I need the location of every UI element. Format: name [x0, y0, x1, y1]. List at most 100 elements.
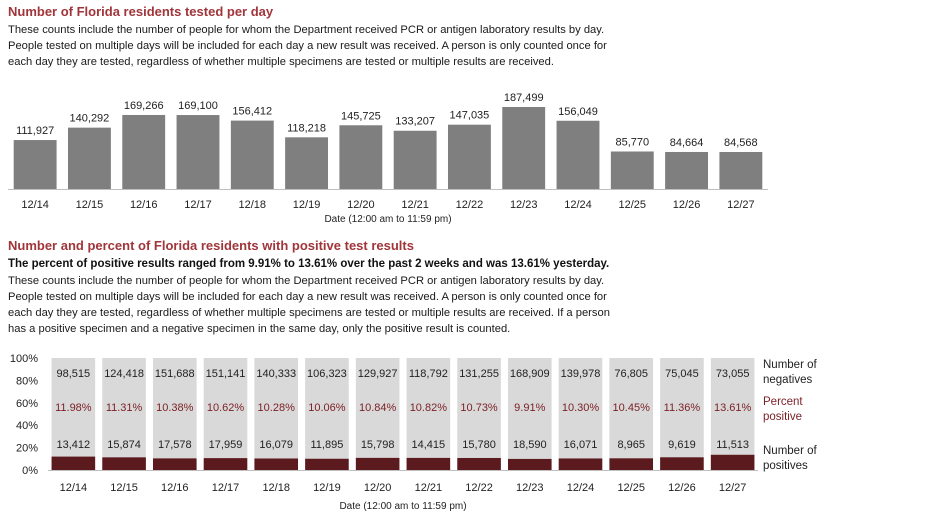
data-label: 118,218: [287, 122, 326, 134]
percent-label: 10.73%: [460, 402, 498, 414]
x-tick-label: 12/25: [619, 199, 647, 211]
bar: [393, 130, 437, 189]
x-tick-label: 12/18: [239, 199, 267, 211]
x-tick-label: 12/16: [161, 482, 189, 494]
negatives-label: 106,323: [307, 368, 347, 380]
x-tick-label: 12/26: [668, 482, 696, 494]
percent-label: 10.84%: [359, 402, 397, 414]
bar: [67, 127, 111, 189]
x-tick-label: 12/26: [673, 199, 701, 211]
x-tick-label: 12/21: [415, 482, 443, 494]
percent-label: 11.31%: [106, 402, 143, 414]
data-label: 85,770: [615, 136, 649, 148]
negatives-label: 151,141: [206, 368, 246, 380]
bar: [665, 151, 709, 189]
positives-bar: [507, 458, 552, 470]
data-label: 169,266: [124, 100, 164, 112]
data-label: 169,100: [178, 100, 218, 112]
negatives-label: 76,805: [614, 368, 648, 380]
positives-label: 15,780: [462, 439, 496, 451]
positives-label: 17,959: [209, 439, 243, 451]
chart2-desc-line: each day they are tested, regardless of …: [8, 307, 610, 319]
x-tick-label: 12/20: [364, 482, 392, 494]
negatives-label: 124,418: [104, 368, 144, 380]
positives-label: 15,874: [107, 439, 141, 451]
negatives-label: 73,055: [716, 368, 750, 380]
negatives-bar: [507, 358, 552, 459]
data-label: 187,499: [504, 92, 544, 104]
positives-label: 11,513: [716, 439, 749, 451]
percent-label: 10.38%: [156, 402, 194, 414]
positives-bar: [609, 458, 654, 470]
positives-label: 17,578: [158, 439, 192, 451]
positives-bar: [660, 457, 704, 470]
bar: [719, 152, 763, 189]
positives-bar: [406, 457, 451, 470]
x-tick-label: 12/16: [130, 199, 158, 211]
negatives-label: 140,333: [256, 368, 296, 380]
tests-per-day-chart: 111,927 12/14 140,292 12/15 169,266 12/16 169,…: [8, 92, 768, 225]
chart2-desc-line: People tested on multiple days will be i…: [8, 291, 607, 303]
chart2-description: These counts include the number of peopl…: [8, 273, 768, 337]
legend-negatives-line2: negatives: [763, 374, 812, 386]
positives-bar: [305, 458, 349, 470]
x-tick-label: 12/14: [60, 482, 88, 494]
data-label: 133,207: [395, 116, 435, 128]
data-label: 156,412: [232, 106, 272, 118]
chart1-desc-line: People tested on multiple days will be i…: [8, 40, 607, 52]
legend-negatives-line1: Number of: [763, 359, 817, 371]
negatives-bar: [457, 358, 501, 458]
negatives-bar: [609, 358, 654, 459]
bar: [230, 120, 274, 189]
x-tick-label: 12/15: [110, 482, 138, 494]
negatives-bar: [355, 358, 400, 458]
chart1-description: These counts include the number of peopl…: [8, 22, 728, 70]
x-tick-label: 12/23: [516, 482, 544, 494]
positives-label: 15,798: [361, 439, 395, 451]
negatives-bar: [558, 358, 603, 459]
chart2-desc-line: These counts include the number of peopl…: [8, 275, 605, 287]
x-tick-label: 12/14: [21, 199, 49, 211]
x-tick-label: 12/22: [465, 482, 493, 494]
negatives-bar: [660, 358, 704, 458]
x-tick-label: 12/17: [212, 482, 240, 494]
x-tick-label: 12/27: [719, 482, 747, 494]
legend-percent-line2: positive: [763, 411, 802, 423]
chart2-summary: The percent of positive results ranged f…: [8, 258, 610, 270]
bar: [176, 115, 220, 189]
x-tick-label: 12/21: [401, 199, 429, 211]
percent-label: 13.61%: [714, 402, 752, 414]
y-tick-label: 80%: [16, 375, 38, 387]
negatives-label: 168,909: [510, 368, 550, 380]
bar: [13, 140, 57, 189]
negatives-bar: [254, 358, 299, 459]
percent-label: 11.36%: [664, 402, 701, 414]
positives-label: 18,590: [513, 439, 547, 451]
y-tick-label: 0%: [22, 465, 38, 477]
chart1-title: Number of Florida residents tested per d…: [8, 4, 274, 19]
negatives-bar: [710, 358, 755, 455]
positives-bar: [457, 457, 501, 470]
positives-bar: [558, 458, 603, 470]
percent-label: 10.28%: [258, 402, 296, 414]
negatives-label: 151,688: [155, 368, 195, 380]
data-label: 140,292: [70, 113, 110, 125]
x-tick-label: 12/19: [313, 482, 341, 494]
data-label: 156,049: [558, 106, 598, 118]
bar: [285, 137, 329, 189]
legend-percent-line1: Percent: [763, 396, 803, 408]
percent-label: 10.30%: [562, 402, 600, 414]
positives-label: 13,412: [57, 439, 91, 451]
negatives-bar: [406, 358, 451, 458]
x-tick-label: 12/20: [347, 199, 375, 211]
positives-label: 14,415: [412, 439, 446, 451]
x-tick-label: 12/23: [510, 199, 538, 211]
x-tick-label: 12/19: [293, 199, 321, 211]
x-tick-label: 12/24: [564, 199, 592, 211]
negatives-bar: [51, 358, 96, 457]
positives-label: 16,079: [259, 439, 293, 451]
negatives-label: 139,978: [561, 368, 601, 380]
x-axis-title: Date (12:00 am to 11:59 pm): [324, 214, 451, 225]
negatives-bar: [102, 358, 146, 458]
percent-label: 9.91%: [514, 402, 545, 414]
